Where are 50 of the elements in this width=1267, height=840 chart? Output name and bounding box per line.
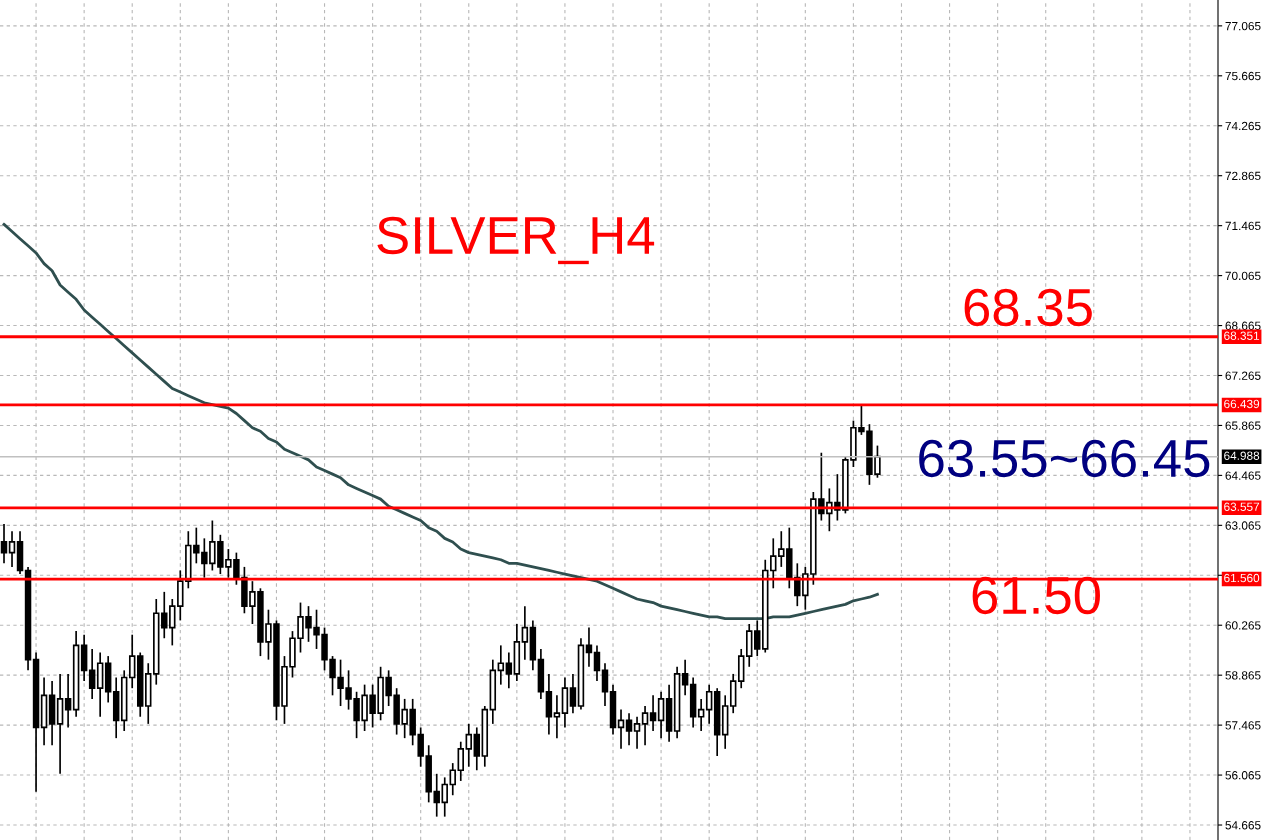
candlestick xyxy=(553,694,561,739)
y-tick-label: 58.865 xyxy=(1225,671,1261,680)
annotation: 63.55~66.45 xyxy=(919,439,1210,478)
y-tick-label: 70.065 xyxy=(1225,271,1261,280)
candlestick xyxy=(8,530,16,568)
ref-line-label: 61.560 xyxy=(1224,573,1260,583)
candlestick xyxy=(569,673,577,715)
candlestick xyxy=(505,651,513,690)
candlestick xyxy=(64,673,72,729)
y-tick-label: 64.465 xyxy=(1225,471,1261,480)
y-tick-label: 56.065 xyxy=(1225,771,1261,780)
y-tick-label: 65.865 xyxy=(1225,421,1261,430)
text: SILVER_H4 xyxy=(377,216,655,265)
candlestick xyxy=(457,740,464,782)
candlestick xyxy=(128,633,136,690)
ref-line-label: 66.439 xyxy=(1224,399,1260,409)
ref-line-label: 63.557 xyxy=(1224,502,1260,511)
candlestick xyxy=(497,644,505,686)
y-tick-label: 57.465 xyxy=(1225,721,1261,730)
candlestick xyxy=(641,705,649,747)
y-tick-label: 63.065 xyxy=(1225,521,1261,530)
candlestick xyxy=(754,619,761,657)
candlestick xyxy=(625,712,633,747)
ref-line-label: 64.988 xyxy=(1224,451,1260,460)
y-tick-label: 74.265 xyxy=(1225,121,1261,131)
y-tick-label: 75.665 xyxy=(1225,71,1261,81)
candlestick xyxy=(593,644,601,682)
y-tick-label: 67.265 xyxy=(1225,371,1261,380)
candlestick xyxy=(681,658,689,697)
y-tick-label: 71.465 xyxy=(1225,221,1261,231)
candlestick xyxy=(521,605,529,661)
y-tick-label: 72.865 xyxy=(1225,171,1261,181)
candlestick xyxy=(601,662,609,707)
y-tick-label: 68.665 xyxy=(1225,321,1261,330)
candlestick xyxy=(617,708,625,750)
y-tick-label: 60.265 xyxy=(1225,621,1261,630)
candlestick xyxy=(649,694,657,732)
candlestick xyxy=(633,715,641,750)
candlestick xyxy=(657,690,665,739)
candlestick xyxy=(449,762,456,797)
candlestick xyxy=(88,648,96,700)
annotation: 68.35 xyxy=(964,288,1092,327)
candlestick xyxy=(697,698,705,732)
ref-line-label: 68.351 xyxy=(1224,331,1260,340)
candlestick xyxy=(473,726,481,772)
candlestick xyxy=(705,683,713,725)
candlestick xyxy=(465,723,473,768)
y-tick-label: 77.065 xyxy=(1225,21,1261,31)
candlestick xyxy=(0,523,8,565)
y-tick-label: 54.665 xyxy=(1225,821,1261,830)
